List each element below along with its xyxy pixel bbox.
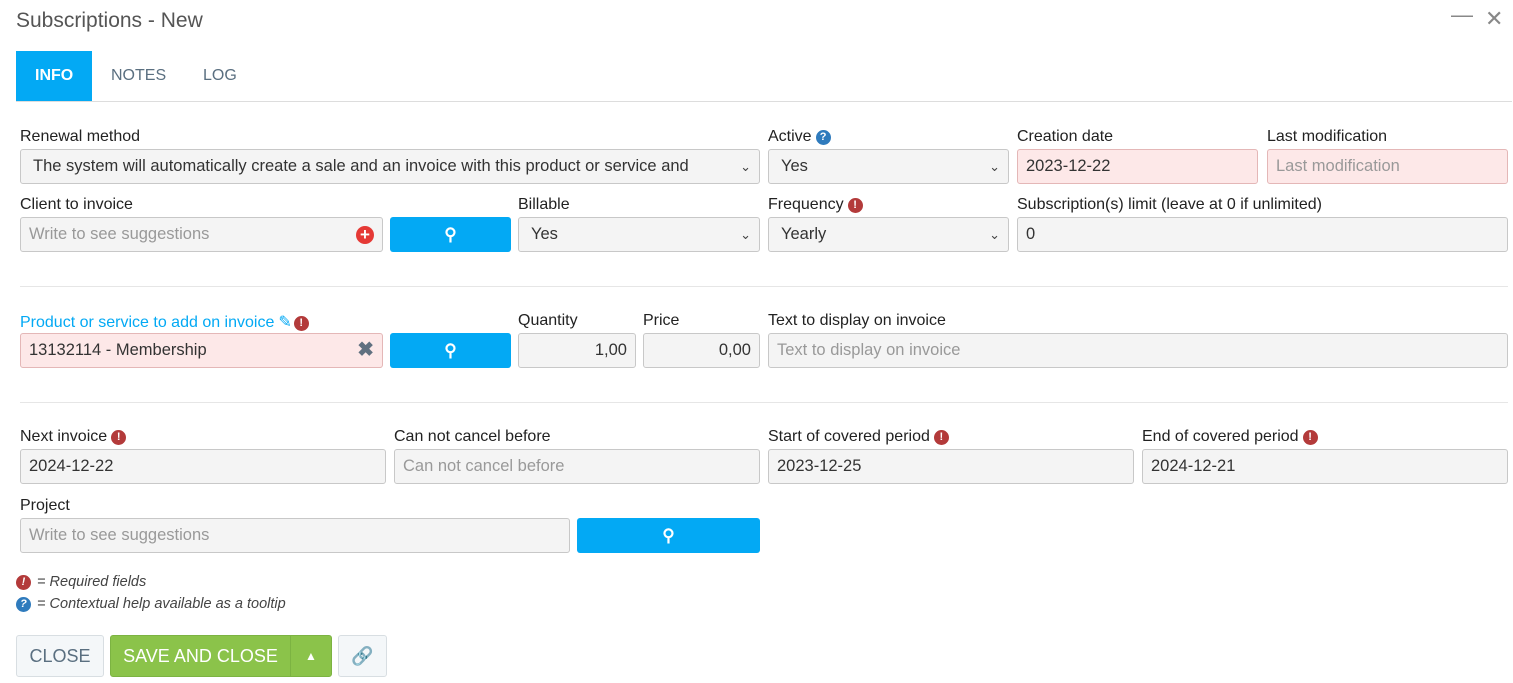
renewal-method-value: The system will automatically create a s… (33, 157, 689, 175)
quantity-label: Quantity (518, 312, 578, 329)
legend-help: ? = Contextual help available as a toolt… (16, 596, 286, 612)
client-search-button[interactable]: ⚲ (390, 217, 511, 252)
product-label-text[interactable]: Product or service to add on invoice (20, 314, 275, 331)
chevron-down-icon: ⌄ (740, 227, 751, 242)
close-icon[interactable]: ✕ (1485, 6, 1504, 31)
required-icon: ! (293, 316, 309, 331)
billable-label: Billable (518, 196, 570, 213)
close-button[interactable]: CLOSE (16, 635, 104, 677)
required-icon: ! (111, 430, 127, 445)
search-icon: ⚲ (444, 225, 457, 244)
project-input[interactable]: Write to see suggestions (20, 518, 570, 553)
required-icon: ! (847, 198, 863, 213)
limit-input[interactable]: 0 (1017, 217, 1508, 252)
billable-select[interactable]: Yes ⌄ (518, 217, 760, 252)
price-input[interactable]: 0,00 (643, 333, 760, 368)
caret-up-icon: ▲ (305, 649, 317, 663)
creation-date-input[interactable]: 2023-12-22 (1017, 149, 1258, 184)
required-icon: ! (933, 430, 949, 445)
quantity-input[interactable]: 1,00 (518, 333, 636, 368)
legend-required: ! = Required fields (16, 574, 146, 590)
clear-icon[interactable]: ✖ (357, 339, 374, 361)
frequency-label-text: Frequency (768, 196, 844, 213)
limit-label: Subscription(s) limit (leave at 0 if unl… (1017, 196, 1322, 213)
billable-value: Yes (531, 225, 558, 243)
product-label: Product or service to add on invoice ✎! (20, 312, 309, 332)
renewal-method-select[interactable]: The system will automatically create a s… (20, 149, 760, 184)
start-period-input[interactable]: 2023-12-25 (768, 449, 1134, 484)
link-button[interactable]: 🔗 (338, 635, 387, 677)
save-and-close-button[interactable]: SAVE AND CLOSE (110, 635, 291, 677)
required-icon: ! (1302, 430, 1318, 445)
chevron-down-icon: ⌄ (740, 159, 751, 174)
window-title: Subscriptions - New (16, 9, 203, 32)
active-label: Active? (768, 128, 831, 146)
next-invoice-label-text: Next invoice (20, 428, 108, 445)
required-icon: ! (16, 575, 31, 590)
active-label-text: Active (768, 128, 812, 145)
help-icon[interactable]: ? (815, 130, 831, 145)
product-search-button[interactable]: ⚲ (390, 333, 511, 368)
product-input[interactable]: 13132114 - Membership ✖ (20, 333, 383, 368)
tab-log[interactable]: LOG (203, 67, 237, 84)
price-label: Price (643, 312, 680, 329)
chevron-down-icon: ⌄ (989, 159, 1000, 174)
next-invoice-input[interactable]: 2024-12-22 (20, 449, 386, 484)
active-value: Yes (781, 157, 808, 175)
tab-bar: INFO NOTES LOG (16, 51, 1512, 102)
frequency-select[interactable]: Yearly ⌄ (768, 217, 1009, 252)
save-options-button[interactable]: ▲ (290, 635, 332, 677)
search-icon: ⚲ (444, 341, 457, 360)
edit-icon[interactable]: ✎ (278, 314, 292, 331)
last-modification-input[interactable]: Last modification (1267, 149, 1508, 184)
product-value: 13132114 - Membership (29, 341, 207, 359)
divider (20, 286, 1508, 287)
next-invoice-label: Next invoice! (20, 428, 127, 446)
add-client-icon[interactable]: + (356, 226, 374, 244)
end-period-label-text: End of covered period (1142, 428, 1299, 445)
start-period-label-text: Start of covered period (768, 428, 930, 445)
legend-required-text: = Required fields (37, 574, 147, 590)
creation-date-label: Creation date (1017, 128, 1114, 145)
client-placeholder: Write to see suggestions (29, 225, 210, 243)
minimize-icon[interactable]: — (1451, 2, 1473, 27)
start-period-label: Start of covered period! (768, 428, 949, 446)
client-input[interactable]: Write to see suggestions + (20, 217, 383, 252)
legend-help-text: = Contextual help available as a tooltip (37, 596, 286, 612)
divider (20, 402, 1508, 403)
invoice-text-input[interactable]: Text to display on invoice (768, 333, 1508, 368)
invoice-text-label: Text to display on invoice (768, 312, 946, 329)
frequency-label: Frequency! (768, 196, 863, 214)
cannot-cancel-input[interactable]: Can not cancel before (394, 449, 760, 484)
chevron-down-icon: ⌄ (989, 227, 1000, 242)
client-label: Client to invoice (20, 196, 133, 213)
renewal-method-label: Renewal method (20, 128, 141, 145)
tab-notes[interactable]: NOTES (111, 67, 167, 84)
frequency-value: Yearly (781, 225, 827, 243)
tab-info[interactable]: INFO (16, 51, 92, 101)
last-modification-label: Last modification (1267, 128, 1388, 145)
link-icon: 🔗 (351, 646, 374, 666)
end-period-input[interactable]: 2024-12-21 (1142, 449, 1508, 484)
project-label: Project (20, 497, 70, 514)
cannot-cancel-label: Can not cancel before (394, 428, 551, 445)
active-select[interactable]: Yes ⌄ (768, 149, 1009, 184)
project-search-button[interactable]: ⚲ (577, 518, 760, 553)
help-icon: ? (16, 597, 31, 612)
search-icon: ⚲ (662, 526, 675, 545)
end-period-label: End of covered period! (1142, 428, 1318, 446)
